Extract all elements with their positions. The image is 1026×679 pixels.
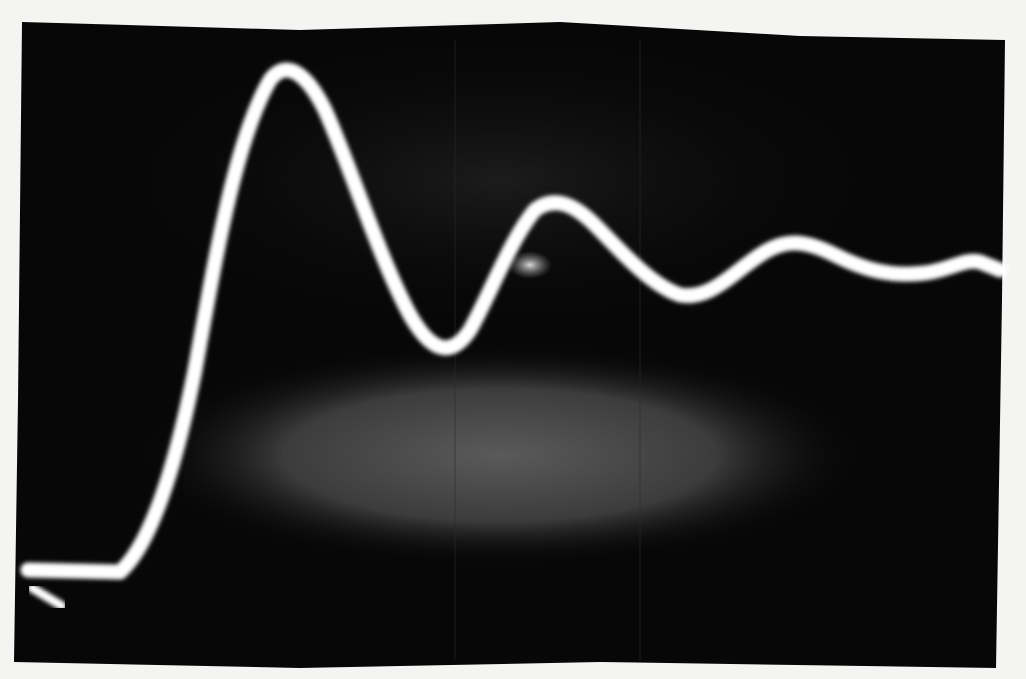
screen-glow xyxy=(140,345,860,565)
photo xyxy=(0,0,1026,679)
page xyxy=(0,0,1026,679)
